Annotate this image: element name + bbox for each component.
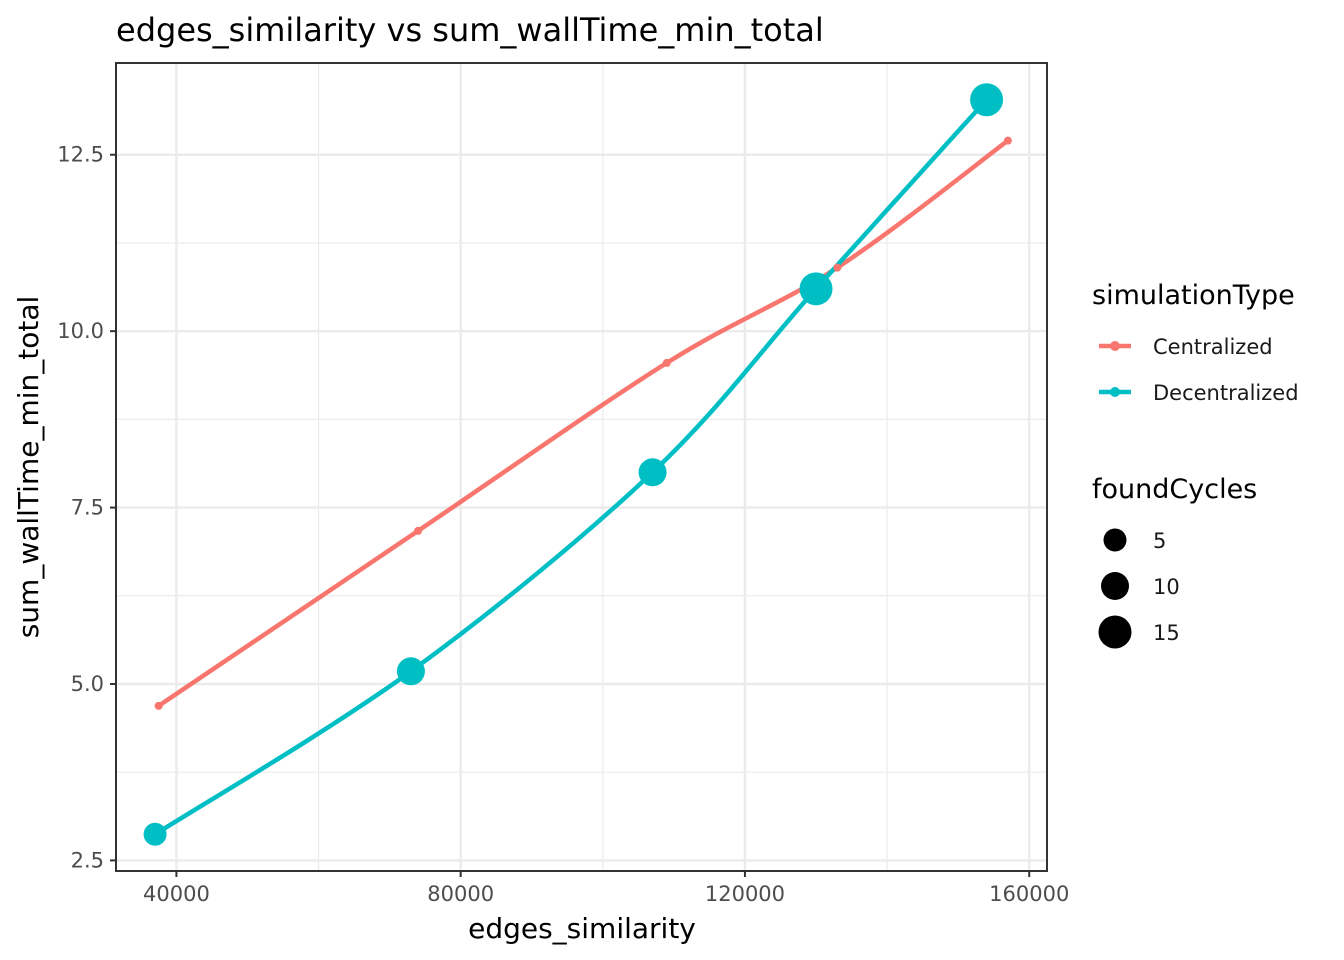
centralized-legend-label: Centralized	[1153, 335, 1273, 359]
size-legend-point	[1101, 572, 1129, 600]
x-tick-label: 80000	[427, 882, 494, 906]
y-tick-label: 2.5	[71, 848, 104, 872]
decentralized-data-point	[143, 822, 167, 846]
plot-background	[116, 63, 1047, 871]
plot-area	[115, 62, 1048, 872]
decentralized-data-point	[799, 272, 833, 306]
decentralized-series-line	[152, 97, 989, 837]
y-axis-title: sum_wallTime_min_total	[12, 296, 45, 639]
legend-color-keys: Centralized Decentralized	[1099, 335, 1299, 405]
series-lines	[152, 97, 1011, 837]
centralized-data-point	[833, 263, 842, 272]
decentralized-legend-label: Decentralized	[1153, 381, 1299, 405]
legend-color-title: simulationType	[1092, 280, 1295, 311]
decentralized-data-point	[970, 83, 1004, 117]
y-axis: 2.5 5.0 7.5 10.0 12.5	[57, 143, 116, 872]
size-legend-label: 5	[1153, 529, 1166, 553]
grid-major	[116, 63, 1047, 871]
y-tick-label: 10.0	[57, 319, 104, 343]
size-legend-point	[1098, 615, 1132, 649]
centralized-data-point	[662, 358, 671, 367]
x-tick-label: 40000	[143, 882, 210, 906]
y-tick-label: 5.0	[71, 672, 104, 696]
centralized-data-point	[1003, 136, 1012, 145]
size-legend-point	[1103, 528, 1127, 552]
x-tick-label: 160000	[989, 882, 1069, 906]
centralized-series-line	[156, 138, 1011, 709]
x-tick-label: 120000	[705, 882, 785, 906]
x-axis-title: edges_similarity	[468, 912, 696, 945]
decentralized-data-point	[638, 458, 667, 487]
centralized-data-point	[414, 526, 423, 535]
y-tick-label: 12.5	[57, 143, 104, 167]
legend-size-title: foundCycles	[1092, 474, 1257, 505]
series-points	[143, 83, 1012, 846]
centralized-legend-point	[1110, 341, 1120, 351]
decentralized-legend-point	[1110, 387, 1120, 397]
size-legend-label: 15	[1153, 621, 1180, 645]
legend-size-keys: 5 10 15	[1098, 528, 1180, 649]
chart-title: edges_similarity vs sum_wallTime_min_tot…	[116, 11, 824, 49]
decentralized-data-point	[396, 657, 425, 686]
plot-border	[115, 62, 1048, 872]
legend: simulationType CentralizedDecentralized …	[1092, 280, 1299, 649]
x-axis: 40000 80000 120000 160000	[143, 871, 1069, 906]
size-legend-label: 10	[1153, 575, 1180, 599]
centralized-data-point	[154, 701, 163, 710]
y-tick-label: 7.5	[71, 496, 104, 520]
